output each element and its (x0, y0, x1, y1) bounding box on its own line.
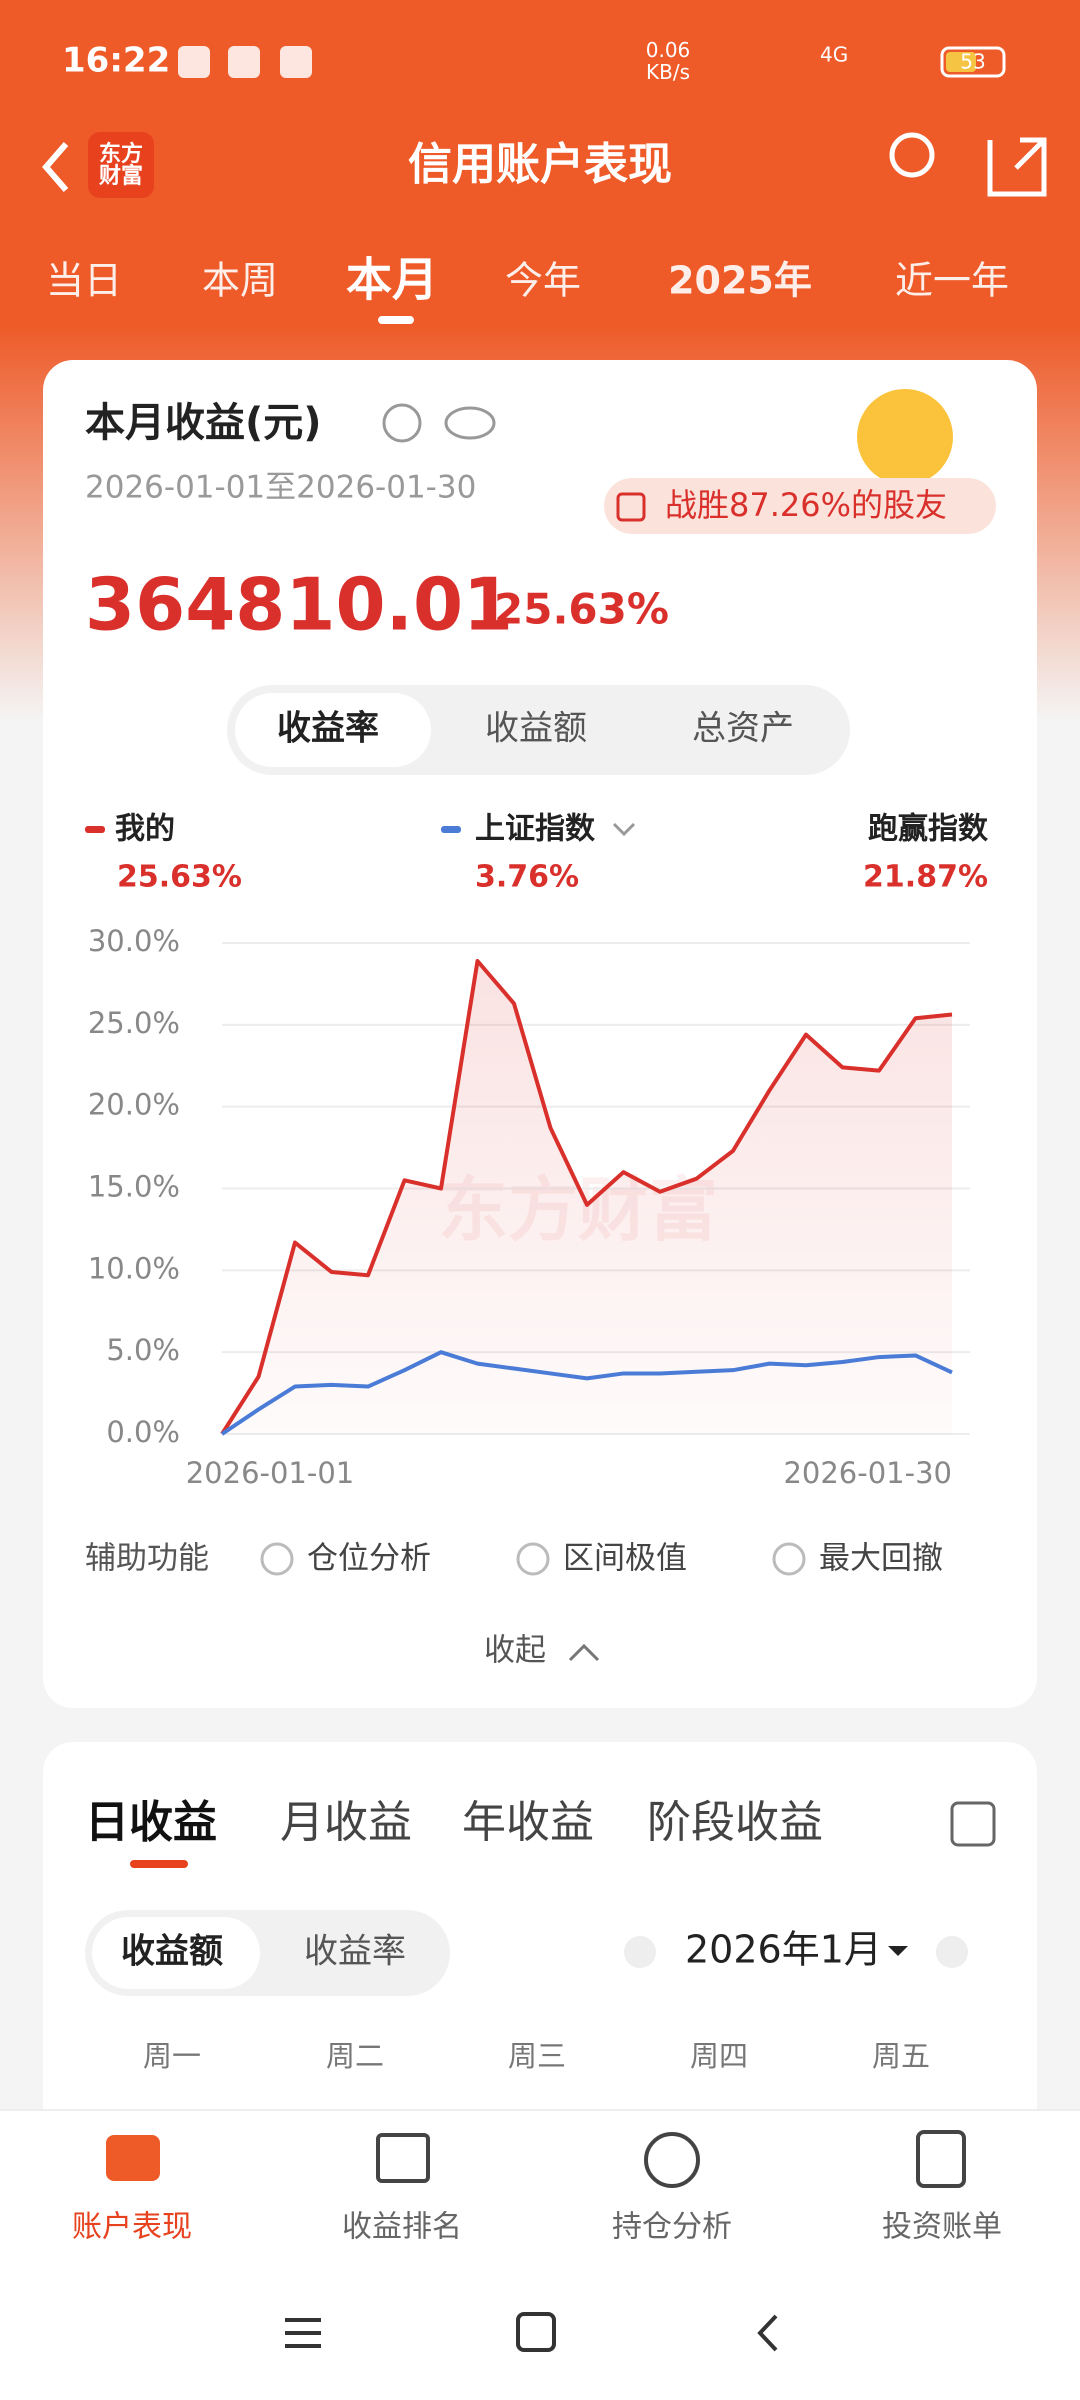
legend-value: 3.76% (475, 860, 579, 895)
returns-indicator (130, 1860, 188, 1868)
amount: 364810.01 (85, 563, 513, 647)
aux-label: 辅助功能 (85, 1541, 209, 1577)
period-tab[interactable]: 近一年 (895, 259, 1009, 303)
logo (88, 132, 154, 198)
home-key[interactable] (516, 2312, 556, 2352)
eye-icon[interactable] (444, 406, 496, 440)
network: 4G (820, 43, 848, 67)
aux-option[interactable]: 区间极值 (563, 1541, 687, 1577)
radio[interactable] (260, 1542, 294, 1576)
y-tick-label: 20.0% (88, 1088, 180, 1122)
y-tick-label: 10.0% (88, 1251, 180, 1285)
page-title: 信用账户表现 (408, 139, 672, 190)
period-tab[interactable]: 本周 (202, 259, 278, 303)
metric-tab[interactable]: 收益额 (485, 709, 587, 749)
collapse[interactable]: 收起 (484, 1633, 546, 1669)
summary-title: 本月收益(元) (85, 400, 322, 446)
month-dropdown[interactable] (888, 1946, 908, 1956)
back-key[interactable] (757, 2314, 778, 2352)
metric-selected (235, 693, 431, 767)
logo-text: 东方财富 (99, 141, 143, 189)
legend-name: 跑赢指数 (868, 812, 989, 847)
legend-swatch (85, 826, 105, 833)
prev-month[interactable] (624, 1936, 656, 1968)
radio[interactable] (516, 1542, 550, 1576)
metric-tab[interactable]: 收益率 (277, 709, 379, 749)
legend-value: 25.63% (117, 860, 242, 895)
battery-text: 53 (960, 50, 985, 74)
rate: 25.63% (494, 585, 669, 634)
metric-tab[interactable]: 总资产 (692, 709, 794, 749)
weekday: 周一 (143, 2039, 201, 2073)
battery (940, 46, 1006, 78)
export-icon[interactable] (950, 1801, 996, 1847)
radio[interactable] (772, 1542, 806, 1576)
returns-tab[interactable]: 月收益 (280, 1797, 412, 1848)
share-icon[interactable] (987, 137, 1047, 197)
period-tab[interactable]: 本月 (346, 253, 438, 307)
beat-text: 战胜87.26%的股友 (665, 486, 947, 524)
toggle-option[interactable]: 收益率 (304, 1932, 406, 1972)
battery-level (946, 52, 976, 72)
x-tick-label: 2026-01-30 (783, 1456, 952, 1490)
profile-icon[interactable] (889, 132, 935, 178)
y-tick-label: 5.0% (106, 1333, 180, 1367)
nav-icon (376, 2133, 430, 2183)
dropdown-arrow[interactable] (612, 822, 636, 837)
y-tick-label: 15.0% (88, 1170, 180, 1204)
weekday: 周四 (690, 2039, 748, 2073)
status-icon (280, 46, 312, 78)
nav-label[interactable]: 持仓分析 (612, 2210, 732, 2245)
returns-tab[interactable]: 阶段收益 (647, 1797, 823, 1848)
series-line (220, 1350, 953, 1436)
weekday: 周二 (326, 2039, 384, 2073)
period-tab[interactable]: 今年 (505, 259, 581, 303)
aux-option[interactable]: 仓位分析 (307, 1541, 431, 1577)
x-tick-label: 2026-01-01 (186, 1456, 355, 1490)
net-speed: 0.06 KB/s (646, 38, 691, 84)
aux-option[interactable]: 最大回撤 (819, 1541, 943, 1577)
collapse-arrow[interactable] (568, 1643, 600, 1662)
series-line (220, 959, 953, 1436)
nav-label[interactable]: 收益排名 (342, 2210, 462, 2245)
nav-icon (106, 2135, 160, 2181)
info-icon[interactable] (382, 403, 422, 443)
next-month[interactable] (936, 1936, 968, 1968)
period-tab[interactable]: 2025年 (668, 259, 812, 303)
beat-pill[interactable] (604, 478, 996, 534)
returns-tab[interactable]: 日收益 (85, 1797, 217, 1848)
nav-icon (916, 2130, 966, 2188)
month[interactable]: 2026年1月 (685, 1928, 882, 1972)
legend-swatch (441, 826, 461, 833)
returns-tab[interactable]: 年收益 (462, 1797, 594, 1848)
returns-card (43, 1742, 1037, 2142)
period-tab[interactable]: 当日 (46, 259, 122, 303)
nav-label[interactable]: 账户表现 (72, 2210, 192, 2245)
legend-name: 上证指数 (475, 812, 596, 847)
weekday: 周三 (508, 2039, 566, 2073)
status-icon (178, 46, 210, 78)
time: 16:22 (62, 41, 170, 81)
y-tick-label: 0.0% (106, 1415, 180, 1449)
emoji (857, 389, 953, 485)
status-icon (228, 46, 260, 78)
date-range: 2026-01-01至2026-01-30 (85, 470, 476, 506)
weekday: 周五 (872, 2039, 930, 2073)
toggle-selected (92, 1917, 260, 1989)
share-small (616, 492, 646, 522)
toggle-option[interactable]: 收益额 (121, 1932, 223, 1972)
legend-name: 我的 (115, 812, 175, 847)
menu-key[interactable] (285, 2318, 321, 2348)
nav-label[interactable]: 投资账单 (882, 2210, 1002, 2245)
y-tick-label: 25.0% (88, 1006, 180, 1040)
series-area (222, 961, 952, 1434)
tab-indicator (378, 316, 414, 324)
y-tick-label: 30.0% (88, 924, 180, 958)
nav-icon (644, 2132, 700, 2188)
back-button[interactable] (42, 142, 69, 192)
legend-value: 21.87% (863, 860, 988, 895)
